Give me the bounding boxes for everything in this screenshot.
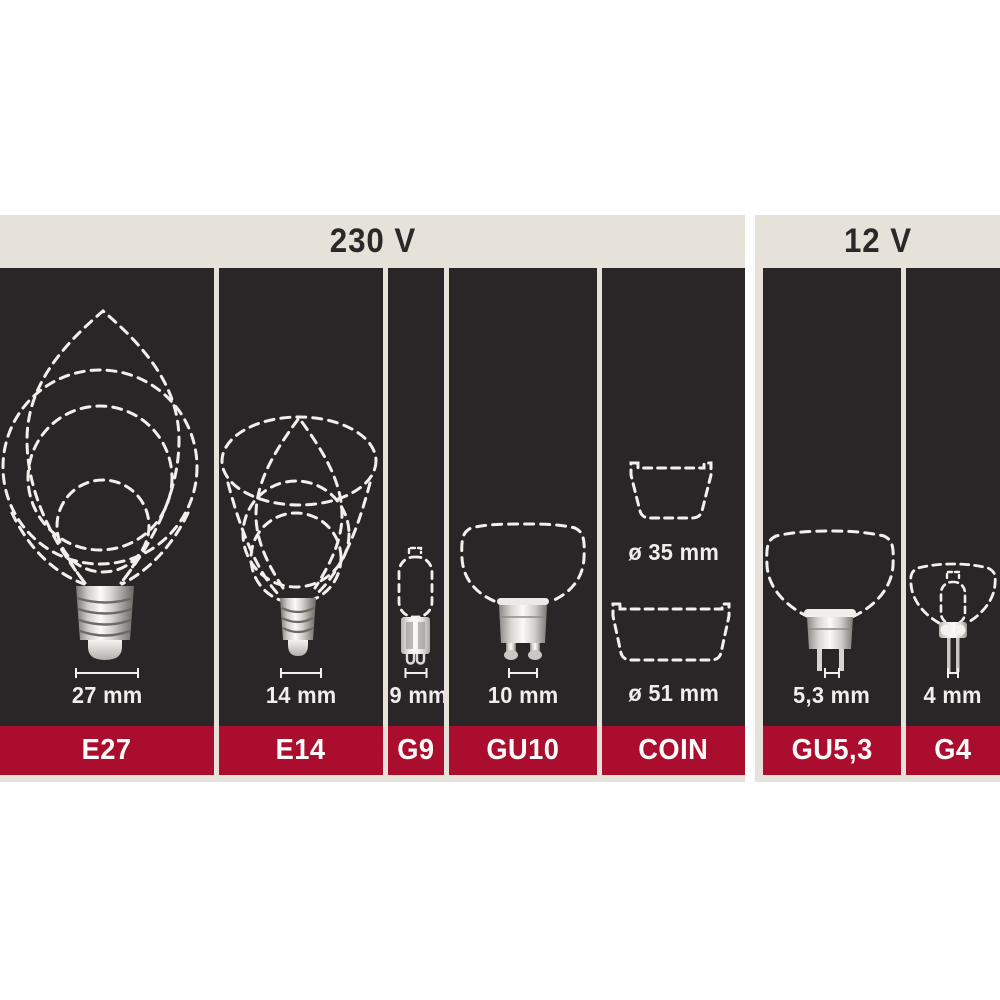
e27-socket-label: E27: [0, 726, 214, 775]
column-gu10-body: 10 mm: [449, 268, 597, 726]
column-coin: ø 35 mm ø 51 mm COIN: [602, 268, 745, 775]
g4-pin-base: [939, 622, 967, 672]
column-gu53: 5,3 mm GU5,3: [763, 268, 901, 775]
g4-measure-bracket: [947, 668, 959, 678]
e14-screw-base: [280, 598, 316, 656]
coin-diameter-51-label: ø 51 mm: [628, 680, 719, 706]
gu53-pin-base: [804, 609, 856, 671]
g4-bulb-outline-icon: [909, 562, 997, 672]
gu10-measure-bracket: [508, 668, 538, 678]
e14-measure-label: 14 mm: [265, 682, 337, 708]
panel-230v-header-label: 230 V: [329, 222, 416, 260]
e27-measure-label: 27 mm: [71, 682, 143, 708]
gu10-twist-base: [497, 598, 549, 660]
column-g9-body: 9 mm: [388, 268, 444, 726]
panel-230v-header: 230 V: [0, 215, 745, 268]
column-g4-body: 4 mm: [906, 268, 1000, 726]
gu53-measure-label: 5,3 mm: [793, 682, 871, 708]
panel-230v-columns: 27 mm E27: [0, 268, 745, 775]
g9-measure-label: 9 mm: [389, 682, 444, 708]
gu53-socket-label: GU5,3: [763, 726, 901, 775]
panel-12v: 12 V: [755, 215, 1000, 782]
e27-measure-bracket: [75, 668, 139, 678]
column-g4: 4 mm G4: [906, 268, 1000, 775]
panel-230v: 230 V: [0, 215, 745, 782]
column-e14-body: 14 mm: [219, 268, 383, 726]
column-e27-body: 27 mm: [0, 268, 214, 726]
e14-measure-bracket: [280, 668, 322, 678]
panel-12v-header-label: 12 V: [843, 222, 912, 260]
column-e14: 14 mm E14: [219, 268, 383, 775]
column-gu53-body: 5,3 mm: [763, 268, 901, 726]
g9-socket-label: G9: [388, 726, 444, 775]
gu10-bulb-outline-icon: [460, 522, 586, 660]
column-gu10: 10 mm GU10: [449, 268, 597, 775]
e27-screw-base: [76, 586, 134, 660]
e14-bulb-outline-icon: [220, 415, 378, 656]
panel-12v-header: 12 V: [755, 215, 1000, 268]
g9-pin-base: [401, 617, 430, 665]
g4-socket-label: G4: [906, 726, 1000, 775]
panel-12v-columns: 5,3 mm GU5,3: [763, 268, 1000, 775]
gu10-socket-label: GU10: [449, 726, 597, 775]
coin-socket-label: COIN: [602, 726, 745, 775]
gu53-bulb-outline-icon: [765, 529, 895, 671]
gu53-measure-bracket: [824, 668, 840, 678]
coin-diameter-35-label: ø 35 mm: [628, 539, 719, 565]
column-g9: 9 mm G9: [388, 268, 444, 775]
column-coin-body: ø 35 mm ø 51 mm: [602, 268, 745, 726]
coin-module-outline-icon: [611, 461, 731, 662]
e27-bulb-outline-icon: [1, 309, 199, 660]
g4-measure-label: 4 mm: [923, 682, 983, 708]
column-e27: 27 mm E27: [0, 268, 214, 775]
e14-socket-label: E14: [219, 726, 383, 775]
g9-bulb-outline-icon: [397, 546, 434, 665]
g9-measure-bracket: [404, 668, 428, 678]
gu10-measure-label: 10 mm: [487, 682, 559, 708]
